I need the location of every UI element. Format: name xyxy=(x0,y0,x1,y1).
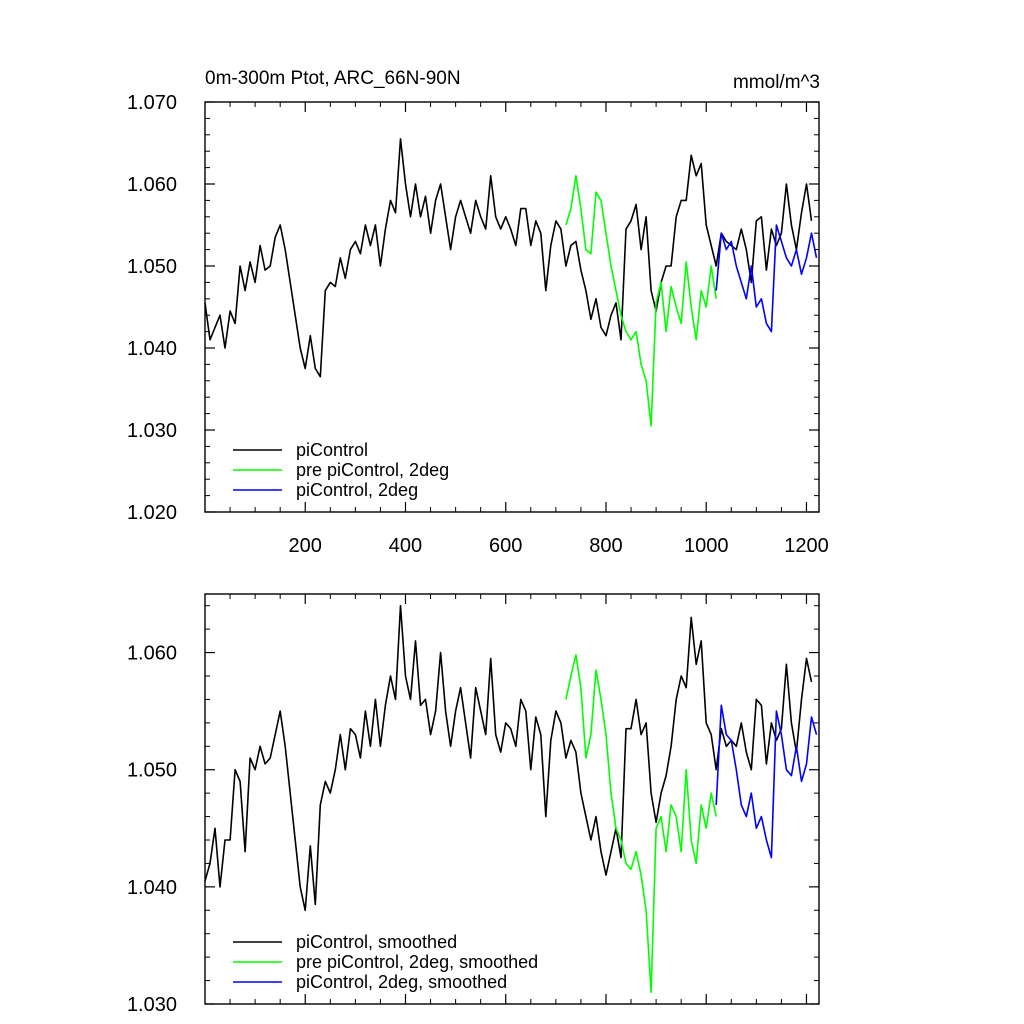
bottom-plot-frame xyxy=(204,593,820,1005)
y-tick-label: 1.040 xyxy=(127,877,177,899)
legend-label-picontrol-2deg-smoothed: piControl, 2deg, smoothed xyxy=(296,972,507,992)
y-tick-label: 1.030 xyxy=(127,994,177,1016)
units-label: mmol/m^3 xyxy=(733,72,820,93)
series-line-pre-picontrol-2deg-smoothed xyxy=(565,654,717,994)
legend-label-picontrol-smoothed: piControl, smoothed xyxy=(296,932,457,952)
legend-label-pre-picontrol-2deg: pre piControl, 2deg xyxy=(296,460,449,480)
bottom-legend: piControl, smoothed pre piControl, 2deg,… xyxy=(233,932,538,992)
x-tick-label: 800 xyxy=(589,535,622,557)
top-chart-title: 0m-300m Ptot, ARC_66N-90N xyxy=(205,68,461,89)
series-line-picontrol-2deg-smoothed xyxy=(715,704,818,859)
y-tick-label: 1.050 xyxy=(127,760,177,782)
series-line-picontrol-smoothed xyxy=(204,604,813,912)
series-line-picontrol xyxy=(204,138,813,378)
top-legend: piControl pre piControl, 2deg piControl,… xyxy=(233,440,449,500)
y-tick-label: 1.060 xyxy=(127,174,177,196)
y-tick-label: 1.070 xyxy=(127,92,177,114)
legend-label-picontrol-2deg: piControl, 2deg xyxy=(296,480,418,500)
y-tick-label: 1.050 xyxy=(127,256,177,278)
series-line-picontrol-2deg xyxy=(715,224,818,333)
top-series-layer xyxy=(204,138,818,427)
y-tick-label: 1.040 xyxy=(127,338,177,360)
x-tick-label: 600 xyxy=(489,535,522,557)
bottom-ticks-layer: 1.030 1.040 1.050 1.060 xyxy=(127,594,819,1016)
bottom-panel: 1.030 1.040 1.050 1.060 piControl, smoothed… xyxy=(127,593,820,1016)
y-tick-label: 1.020 xyxy=(127,502,177,524)
legend-label-picontrol: piControl xyxy=(296,440,368,460)
top-ticks-layer: 200 400 600 800 1000 1200 1.020 1.030 1.040 1.050… xyxy=(127,92,829,557)
series-line-pre-picontrol-2deg xyxy=(565,175,717,427)
y-tick-label: 1.030 xyxy=(127,420,177,442)
x-tick-label: 1000 xyxy=(684,535,729,557)
bottom-series-layer xyxy=(204,604,818,994)
legend-label-pre-picontrol-2deg-smoothed: pre piControl, 2deg, smoothed xyxy=(296,952,538,972)
x-tick-label: 1200 xyxy=(784,535,829,557)
x-tick-label: 200 xyxy=(289,535,322,557)
x-tick-label: 400 xyxy=(389,535,422,557)
y-tick-label: 1.060 xyxy=(127,643,177,665)
top-panel: 0m-300m Ptot, ARC_66N-90N mmol/m^3 200 40… xyxy=(127,68,829,557)
